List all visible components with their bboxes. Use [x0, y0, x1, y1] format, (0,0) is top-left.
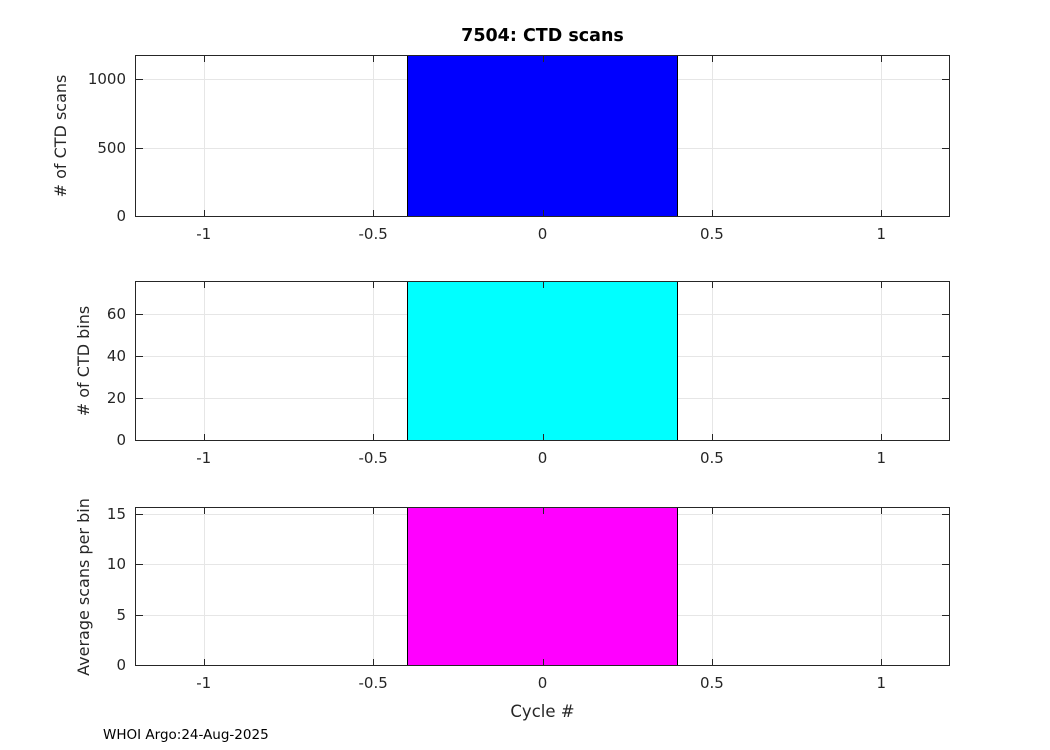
tick-mark [136, 314, 143, 315]
axes-ctd-bins [135, 281, 950, 441]
bar-avg-scans-per-bin [407, 508, 678, 665]
tick-mark [136, 564, 143, 565]
x-tick-label: 0 [537, 225, 548, 243]
tick-mark [712, 508, 713, 514]
x-tick-label: -0.5 [358, 449, 388, 467]
tick-mark [543, 659, 544, 665]
y-tick-label: 5 [116, 605, 126, 624]
tick-mark [136, 148, 143, 149]
x-tick-label: 0 [537, 449, 548, 467]
tick-mark [373, 434, 374, 440]
tick-mark [712, 659, 713, 665]
tick-mark [136, 356, 143, 357]
tick-mark [136, 615, 143, 616]
bar-ctd-bins [407, 282, 678, 440]
tick-mark [942, 314, 949, 315]
tick-mark [204, 282, 205, 288]
y-tick-label: 500 [97, 138, 126, 157]
gridline [712, 56, 713, 216]
tick-mark [136, 398, 143, 399]
gridline [712, 282, 713, 440]
axes-avg-scans-per-bin [135, 507, 950, 666]
tick-mark [712, 56, 713, 62]
y-tick-label: 0 [116, 431, 126, 449]
tick-mark [881, 508, 882, 514]
tick-mark [543, 282, 544, 288]
gridline [881, 56, 882, 216]
credit-text: WHOI Argo:24-Aug-2025 [103, 727, 269, 743]
tick-mark [942, 615, 949, 616]
y-tick-label: 40 [106, 346, 126, 365]
tick-mark [712, 210, 713, 216]
xlabel-avg-scans-per-bin: Cycle # [510, 702, 575, 721]
tick-mark [942, 148, 949, 149]
gridline [373, 282, 374, 440]
y-tick-label: 10 [106, 555, 126, 574]
gridline [204, 508, 205, 665]
x-tick-label: -0.5 [358, 674, 388, 692]
tick-mark [204, 434, 205, 440]
y-tick-label: 0 [116, 656, 126, 674]
x-tick-label: 1 [876, 674, 887, 692]
x-tick-label: -1 [196, 674, 212, 692]
tick-mark [712, 434, 713, 440]
tick-mark [881, 434, 882, 440]
y-tick-label: 15 [106, 505, 126, 524]
y-tick-label: 1000 [87, 70, 126, 89]
ylabel-ctd-bins: # of CTD bins [74, 305, 93, 417]
x-tick-label: 0 [537, 674, 548, 692]
x-tick-label: 0.5 [699, 225, 724, 243]
tick-mark [543, 508, 544, 514]
gridline [204, 282, 205, 440]
tick-mark [204, 210, 205, 216]
tick-mark [204, 659, 205, 665]
tick-mark [942, 514, 949, 515]
tick-mark [373, 508, 374, 514]
figure-title: 7504: CTD scans [461, 26, 624, 46]
tick-mark [881, 56, 882, 62]
tick-mark [881, 659, 882, 665]
gridline [712, 508, 713, 665]
tick-mark [942, 564, 949, 565]
tick-mark [373, 210, 374, 216]
gridline [881, 282, 882, 440]
gridline [204, 56, 205, 216]
x-tick-label: 1 [876, 225, 887, 243]
tick-mark [204, 56, 205, 62]
tick-mark [136, 514, 143, 515]
tick-mark [942, 356, 949, 357]
tick-mark [373, 659, 374, 665]
tick-mark [373, 56, 374, 62]
gridline [373, 56, 374, 216]
y-tick-label: 60 [106, 304, 126, 323]
tick-mark [881, 210, 882, 216]
x-tick-label: -0.5 [358, 225, 388, 243]
tick-mark [712, 282, 713, 288]
tick-mark [881, 282, 882, 288]
tick-mark [136, 79, 143, 80]
x-tick-label: -1 [196, 225, 212, 243]
y-tick-label: 20 [106, 388, 126, 407]
tick-mark [204, 508, 205, 514]
x-tick-label: 0.5 [699, 674, 724, 692]
tick-mark [543, 210, 544, 216]
bar-ctd-scans [407, 56, 678, 216]
y-tick-label: 0 [116, 207, 126, 225]
gridline [373, 508, 374, 665]
tick-mark [942, 79, 949, 80]
x-tick-label: 1 [876, 449, 887, 467]
axes-ctd-scans [135, 55, 950, 217]
tick-mark [942, 398, 949, 399]
x-tick-label: 0.5 [699, 449, 724, 467]
gridline [881, 508, 882, 665]
ylabel-ctd-scans: # of CTD scans [51, 74, 70, 198]
tick-mark [373, 282, 374, 288]
x-tick-label: -1 [196, 449, 212, 467]
tick-mark [543, 56, 544, 62]
ylabel-avg-scans-per-bin: Average scans per bin [74, 497, 93, 676]
tick-mark [543, 434, 544, 440]
